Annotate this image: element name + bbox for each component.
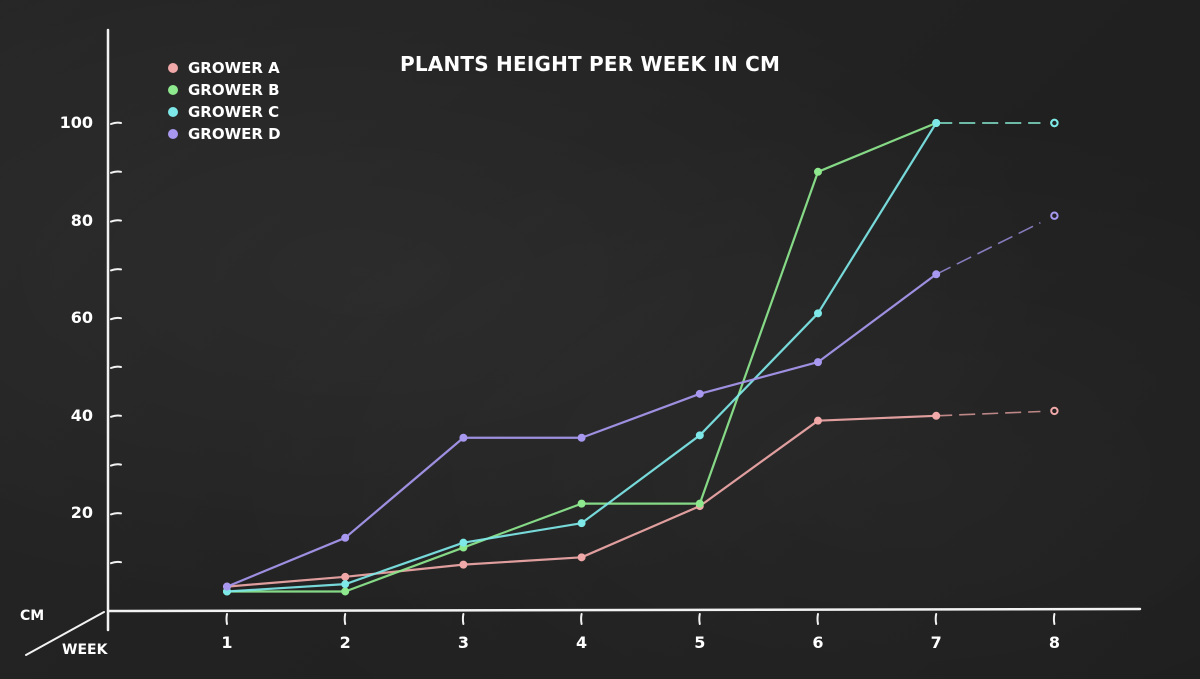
data-point [1050, 211, 1059, 220]
data-point [932, 270, 941, 279]
y-tick-label: 20 [70, 503, 93, 523]
data-point [577, 553, 586, 562]
y-tick-mark [110, 316, 122, 321]
data-point [341, 580, 350, 589]
x-tick-label: 8 [1048, 633, 1060, 652]
axes [25, 28, 1142, 656]
data-point [459, 433, 468, 442]
data-point [814, 358, 822, 367]
y-tick-label: 100 [59, 113, 93, 132]
y-axis-unit-label: CM [20, 608, 45, 624]
data-point [459, 560, 468, 569]
x-tick-label: 2 [339, 633, 351, 652]
legend-label: GROWER A [188, 59, 280, 77]
data-point [459, 538, 468, 547]
x-axis-line [106, 607, 1142, 613]
legend-dot-icon [168, 107, 178, 117]
diagonal-axis-divider [25, 611, 105, 656]
legend-item-grower-d: GROWER D [168, 123, 281, 145]
legend-item-grower-b: GROWER B [168, 79, 281, 101]
x-tick-mark [343, 613, 347, 625]
y-tick-mark [110, 219, 122, 223]
data-point [577, 433, 586, 442]
data-point [341, 533, 350, 542]
x-tick-mark [698, 613, 701, 625]
x-tick-mark [461, 613, 465, 625]
y-tick-mark [110, 414, 122, 418]
series-grower-d [223, 211, 1059, 591]
y-tick-label: 40 [70, 405, 93, 425]
data-point [695, 431, 704, 440]
x-ticks [225, 613, 1056, 625]
data-point [814, 416, 822, 425]
y-tick-mark [110, 512, 122, 516]
x-tick-mark [580, 613, 583, 625]
x-tick-label: 5 [694, 633, 706, 652]
data-point [814, 167, 822, 176]
series-line [226, 273, 937, 588]
data-point [695, 499, 704, 508]
x-tick-label: 4 [576, 633, 588, 652]
legend-dot-icon [168, 63, 178, 73]
data-point [223, 582, 231, 591]
data-point [814, 309, 822, 318]
legend-item-grower-c: GROWER C [168, 101, 281, 123]
y-tick-mark [110, 170, 122, 174]
data-point [577, 519, 586, 528]
series-grower-c [223, 118, 1059, 596]
legend-item-grower-a: GROWER A [168, 57, 281, 79]
data-point [577, 499, 586, 508]
data-point [341, 587, 350, 596]
x-tick-mark [934, 613, 938, 625]
series-projection-line [936, 410, 1041, 417]
data-point [695, 389, 704, 398]
y-tick-mark [110, 463, 122, 467]
legend-label: GROWER B [188, 81, 280, 99]
y-tick-label: 80 [70, 210, 93, 230]
y-tick-label: 60 [70, 308, 93, 328]
x-tick-label: 7 [930, 633, 942, 652]
legend-label: GROWER D [188, 125, 281, 143]
legend-dot-icon [168, 129, 178, 139]
series-grower-b [223, 118, 1059, 596]
y-tick-mark [110, 121, 122, 125]
data-point [932, 119, 941, 127]
y-ticks [110, 121, 122, 565]
x-tick-mark [225, 613, 228, 625]
chart-title: PLANTS HEIGHT PER WEEK IN CM [400, 52, 781, 76]
y-tick-mark [110, 560, 122, 565]
legend-dot-icon [168, 85, 178, 95]
y-tick-mark [110, 365, 122, 369]
series-grower-a [223, 406, 1059, 591]
x-axis-unit-label: WEEK [62, 642, 108, 658]
data-point [1050, 118, 1059, 128]
series-projection-line [935, 221, 1041, 275]
x-tick-mark [1052, 613, 1056, 625]
x-tick-label: 1 [221, 633, 233, 652]
y-tick-mark [110, 268, 122, 272]
legend: GROWER A GROWER B GROWER C GROWER D [168, 57, 281, 145]
series-lines [223, 118, 1059, 596]
x-tick-label: 3 [457, 633, 469, 652]
data-point [932, 411, 941, 420]
x-tick-mark [816, 613, 819, 625]
data-point [341, 572, 350, 581]
legend-label: GROWER C [188, 103, 280, 121]
data-point [1050, 406, 1059, 416]
x-tick-label: 6 [812, 633, 824, 652]
